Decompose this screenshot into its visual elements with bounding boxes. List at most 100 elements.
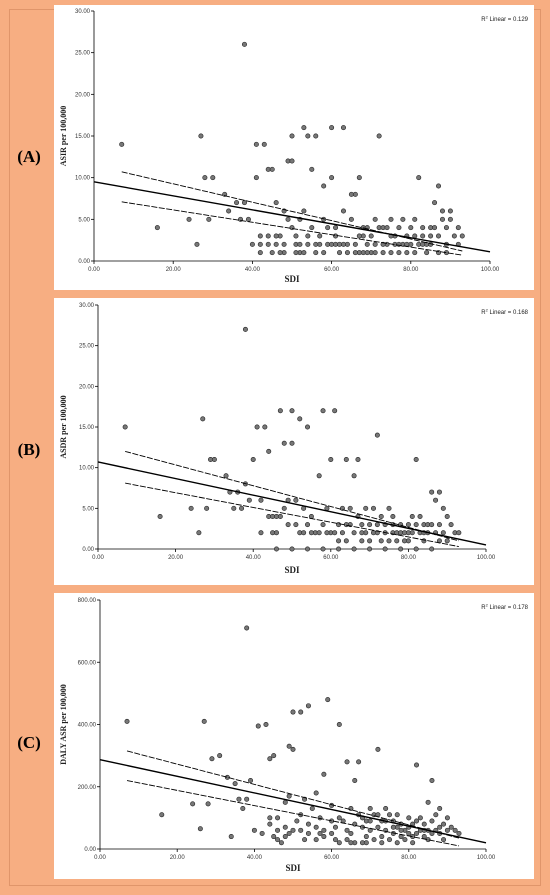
data-point — [394, 538, 400, 544]
data-point — [257, 250, 263, 256]
data-point — [359, 522, 365, 528]
data-point — [122, 424, 128, 430]
data-point — [367, 818, 373, 824]
y-tick-label: 15.00 — [79, 425, 95, 431]
data-point — [286, 793, 292, 799]
y-tick-label: 25.00 — [75, 51, 91, 57]
data-point — [348, 830, 354, 836]
r2-annotation: R2 Linear = 0.129 — [481, 15, 528, 24]
data-point — [313, 133, 319, 139]
data-point — [124, 718, 130, 724]
data-point — [383, 806, 389, 812]
data-point — [281, 440, 287, 446]
data-point — [432, 225, 438, 231]
data-point — [375, 824, 381, 830]
data-point — [271, 753, 277, 759]
scatter-chart-a: 0.00 5.00 10.00 15.00 20.00 25.00 30.00 0.00 20.… — [59, 9, 529, 284]
data-point — [305, 133, 311, 139]
x-axis-title: SDI — [284, 274, 300, 284]
ci-upper-line — [121, 171, 463, 252]
data-point — [297, 241, 303, 247]
data-point — [226, 208, 232, 214]
data-point — [408, 225, 414, 231]
data-point — [413, 546, 419, 552]
panel-label-a: (A) — [17, 147, 41, 166]
data-point — [269, 250, 275, 256]
data-point — [190, 801, 196, 807]
data-point — [255, 723, 261, 729]
x-tick-label: 0.00 — [92, 555, 104, 561]
data-point — [364, 241, 370, 247]
data-point — [325, 697, 331, 703]
data-point — [289, 440, 295, 446]
x-tick-label: 100.00 — [477, 555, 496, 561]
y-tick-label: 600.00 — [78, 660, 97, 666]
data-point — [263, 722, 269, 728]
data-point — [348, 216, 354, 222]
data-point — [239, 505, 245, 511]
data-point — [336, 722, 342, 728]
data-point — [301, 250, 307, 256]
data-point — [440, 505, 446, 511]
data-point — [305, 522, 311, 528]
data-point — [339, 530, 345, 536]
data-point — [329, 175, 335, 181]
data-point — [209, 756, 215, 762]
data-point — [282, 834, 288, 840]
data-point — [197, 826, 203, 832]
data-point — [351, 473, 357, 479]
data-point — [293, 233, 299, 239]
data-point — [451, 233, 457, 239]
data-point — [241, 200, 247, 206]
data-point — [447, 216, 453, 222]
data-point — [320, 546, 326, 552]
data-point — [290, 746, 296, 752]
data-point — [224, 774, 230, 780]
data-point — [421, 834, 427, 840]
y-axis-title: ASIR per 100,000 — [59, 106, 68, 167]
data-point — [412, 216, 418, 222]
data-point — [258, 530, 264, 536]
data-point — [352, 250, 358, 256]
data-point — [344, 250, 350, 256]
y-tick-label: 400.00 — [78, 723, 97, 729]
data-point — [313, 790, 319, 796]
data-point — [384, 225, 390, 231]
data-point — [298, 827, 304, 833]
fit-line — [99, 758, 487, 844]
data-point — [398, 546, 404, 552]
data-point — [273, 200, 279, 206]
data-point — [337, 250, 343, 256]
data-point — [258, 497, 264, 503]
y-tick-label: 0.00 — [82, 547, 94, 553]
data-point — [405, 522, 411, 528]
y-axis-title: ASDR per 100,000 — [59, 395, 68, 458]
data-point — [254, 424, 260, 430]
ci-upper-line — [126, 750, 460, 839]
data-point — [367, 806, 373, 812]
data-point — [409, 530, 415, 536]
data-point — [414, 830, 420, 836]
data-point — [305, 424, 311, 430]
data-point — [340, 208, 346, 214]
x-tick-label: 80.00 — [403, 267, 419, 273]
data-point — [294, 818, 300, 824]
data-point — [343, 457, 349, 463]
plot-panel-c: 0.00 200.00 400.00 600.00 800.00 0.00 20.00 40.… — [54, 593, 534, 879]
data-point — [374, 432, 380, 438]
data-point — [388, 216, 394, 222]
data-point — [359, 530, 365, 536]
data-point — [259, 830, 265, 836]
data-point — [413, 522, 419, 528]
data-point — [253, 175, 259, 181]
data-point — [429, 818, 435, 824]
data-point — [388, 250, 394, 256]
data-point — [298, 709, 304, 715]
data-point — [455, 225, 461, 231]
y-axis-title: DALY ASR per 100,000 — [59, 684, 68, 765]
data-point — [359, 538, 365, 544]
data-point — [159, 812, 165, 818]
data-point — [297, 416, 303, 422]
data-point — [271, 834, 277, 840]
data-point — [250, 457, 256, 463]
